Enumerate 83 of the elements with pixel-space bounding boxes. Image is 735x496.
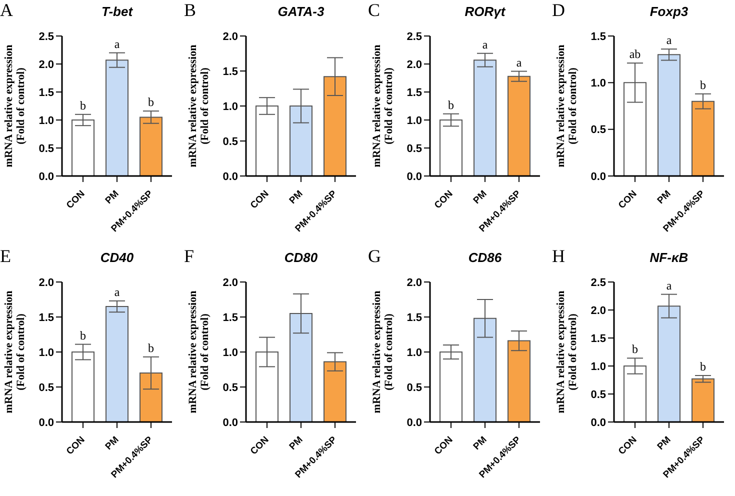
y-tick-label: 1.5 — [38, 86, 54, 99]
y-tick-label: 0.0 — [222, 416, 238, 429]
y-tick-label: 2.0 — [406, 58, 422, 71]
chart-title: GATA-3 — [276, 4, 326, 19]
annotation: ab — [629, 47, 641, 62]
annotation: a — [516, 55, 522, 70]
y-tick-label: 0.5 — [38, 142, 54, 155]
chart-title: RORγt — [464, 4, 507, 19]
annotation: b — [632, 342, 638, 356]
annotation: b — [700, 360, 706, 374]
y-tick-label: 0.0 — [590, 416, 606, 429]
y-tick-label: 2.5 — [590, 276, 606, 289]
annotation: a — [114, 284, 120, 299]
annotation: a — [666, 278, 672, 292]
chart-title: CD80 — [283, 250, 319, 265]
y-tick-label: 1.0 — [38, 114, 54, 127]
y-axis-title: mRNA relative expression (Fold of control) — [555, 44, 579, 168]
y-tick-label: 1.0 — [222, 100, 238, 113]
text: F — [184, 246, 194, 267]
y-tick-label: 0.5 — [222, 136, 238, 148]
annotation: a — [666, 33, 672, 48]
annotation: b — [700, 78, 706, 92]
y-tick-label: 1.0 — [38, 346, 54, 359]
y-axis-title: mRNA relative expression (Fold of control) — [3, 290, 27, 414]
chart-title: NF-κB — [648, 250, 690, 265]
annotation: a — [482, 37, 488, 52]
y-tick-label: 2.5 — [406, 30, 422, 43]
y-tick-label: 0.0 — [38, 416, 54, 429]
y-axis-title: mRNA relative expression (Fold of control) — [555, 290, 579, 414]
y-tick-label: 1.5 — [406, 86, 422, 99]
y-tick-label: 1.5 — [406, 312, 422, 324]
annotation: b — [148, 95, 154, 110]
y-axis-title: mRNA relative expression (Fold of control) — [371, 44, 395, 168]
y-tick-label: 0.5 — [406, 142, 422, 155]
annotation: b — [80, 98, 86, 112]
chart-title: CD86 — [467, 250, 503, 265]
bar — [692, 378, 714, 422]
y-tick-label: 2.0 — [590, 304, 606, 317]
y-tick-label: 1.5 — [222, 66, 238, 78]
annotation: b — [148, 340, 154, 355]
text: D — [552, 0, 565, 21]
y-tick-label: 0.5 — [590, 124, 606, 136]
y-tick-label: 0.0 — [222, 170, 238, 183]
y-tick-label: 1.0 — [590, 360, 606, 373]
y-axis-title: mRNA relative expression (Fold of control) — [371, 290, 395, 414]
y-tick-label: 0.5 — [406, 382, 422, 394]
chart-title: CD40 — [99, 250, 135, 265]
y-tick-label: 0.5 — [590, 388, 606, 401]
y-tick-label: 1.5 — [590, 30, 606, 43]
y-tick-label: 1.0 — [590, 78, 606, 90]
annotation: a — [114, 36, 120, 51]
annotation: b — [80, 328, 86, 342]
text: C — [368, 0, 380, 21]
y-tick-label: 2.0 — [38, 276, 54, 289]
y-tick-label: 1.0 — [222, 346, 238, 359]
text: H — [552, 246, 565, 267]
text: A — [0, 0, 13, 21]
annotation: b — [448, 98, 454, 112]
y-axis-title: mRNA relative expression (Fold of control) — [187, 44, 211, 168]
y-axis-title: mRNA relative expression (Fold of control) — [187, 290, 211, 414]
y-tick-label: 0.0 — [406, 416, 422, 429]
y-tick-label: 1.5 — [590, 332, 606, 345]
text: G — [368, 246, 381, 267]
text: E — [0, 246, 11, 267]
y-tick-label: 0.0 — [38, 170, 54, 183]
y-tick-label: 1.0 — [406, 346, 422, 359]
y-tick-label: 2.5 — [38, 30, 54, 43]
y-tick-label: 1.0 — [406, 114, 422, 127]
chart-title: Foxp3 — [648, 4, 690, 19]
y-tick-label: 2.0 — [38, 58, 54, 71]
y-tick-label: 2.0 — [222, 30, 238, 43]
y-tick-label: 1.5 — [222, 312, 238, 324]
y-axis-title: mRNA relative expression (Fold of control) — [3, 44, 27, 168]
y-tick-label: 0.5 — [222, 382, 238, 394]
y-tick-label: 0.0 — [406, 170, 422, 183]
text: B — [184, 0, 196, 21]
y-tick-label: 0.0 — [590, 170, 606, 183]
chart-title: T-bet — [100, 4, 134, 19]
y-tick-label: 2.0 — [222, 276, 238, 289]
y-tick-label: 2.0 — [406, 276, 422, 289]
bar — [508, 76, 530, 176]
y-tick-label: 0.5 — [38, 382, 54, 394]
y-tick-label: 1.5 — [38, 312, 54, 324]
